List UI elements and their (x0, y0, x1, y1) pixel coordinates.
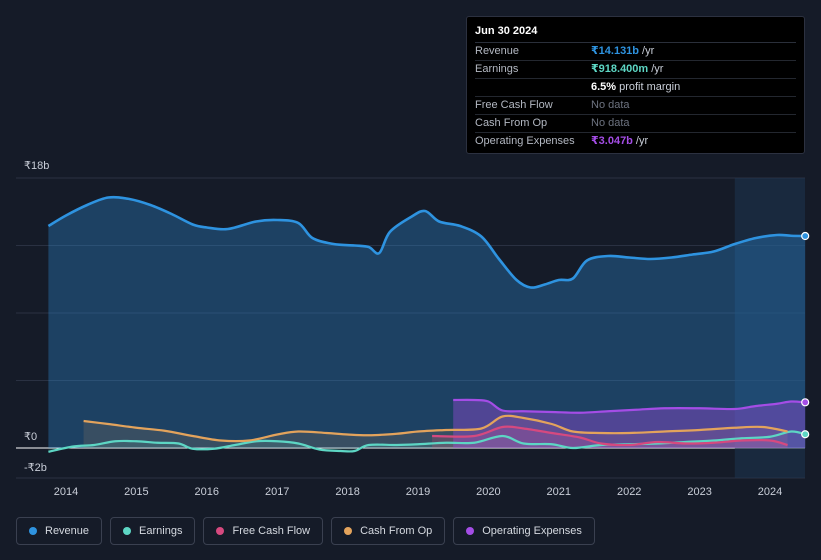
revenue-end-marker (801, 231, 810, 241)
tooltip-date: Jun 30 2024 (475, 23, 796, 43)
earnings-end-marker (801, 430, 810, 439)
tooltip-value: ₹3.047b/yr (591, 133, 648, 150)
revenue-line (47, 195, 806, 289)
revenue-value: ₹14.131b (591, 45, 640, 57)
tooltip-row-margin: 6.5% profit margin (475, 79, 796, 97)
unit: profit margin (619, 81, 681, 93)
operating-expenses-dot-icon (466, 527, 475, 535)
legend-item-revenue[interactable]: Revenue (16, 517, 103, 545)
unit: /yr (642, 45, 655, 57)
free-cash-flow-line (432, 425, 788, 447)
tooltip-panel: Jun 30 2024 Revenue ₹14.131b/yr Earnings… (466, 16, 805, 154)
cash-from-op-line (83, 414, 788, 443)
x-tick-label: 2020 (476, 486, 500, 498)
x-tick-label: 2017 (265, 486, 289, 498)
unit: /yr (635, 135, 649, 147)
tooltip-label: Cash From Op (475, 117, 548, 129)
y-tick-label: -₹2b (24, 462, 47, 474)
tooltip-row-cash-from-op: Cash From Op No data (475, 115, 796, 133)
series-end-markers (801, 231, 810, 439)
x-tick-label: 2022 (617, 486, 641, 498)
operating-expenses-end-marker (801, 398, 810, 407)
free-cash-flow-dot-icon (216, 527, 225, 535)
chart: ₹18b ₹0 -₹2b 2014 2015 2016 2017 2018 2019 2020 20… (16, 160, 810, 498)
tooltip-value: ₹14.131b/yr (591, 43, 654, 60)
legend-label: Free Cash Flow (232, 525, 311, 537)
cash-from-op-dot-icon (344, 527, 353, 535)
legend-label: Revenue (45, 525, 90, 537)
x-tick-label: 2014 (54, 486, 78, 498)
x-tick-label: 2016 (195, 486, 219, 498)
tooltip-row-free-cash-flow: Free Cash Flow No data (475, 97, 796, 115)
legend-item-operating-expenses[interactable]: Operating Expenses (453, 517, 595, 545)
x-tick-label: 2018 (335, 486, 359, 498)
tooltip-row-revenue: Revenue ₹14.131b/yr (475, 43, 796, 61)
tooltip-row-earnings: Earnings ₹918.400m/yr (475, 61, 796, 79)
operating-expenses-line (453, 398, 806, 414)
tooltip-value: 6.5% profit margin (591, 79, 680, 96)
tooltip-label: Operating Expenses (475, 135, 575, 147)
cash-from-op-value: No data (591, 117, 630, 129)
y-tick-label: ₹18b (24, 160, 49, 172)
series-lines (47, 195, 806, 453)
tooltip-label: Earnings (475, 63, 519, 75)
axis-labels: ₹18b ₹0 -₹2b 2014 2015 2016 2017 2018 2019 2020 20… (24, 160, 782, 498)
tooltip-label: Free Cash Flow (475, 99, 553, 111)
x-tick-label: 2024 (758, 486, 782, 498)
legend-label: Cash From Op (360, 525, 433, 537)
tooltip-value: ₹918.400m/yr (591, 61, 663, 78)
revenue-dot-icon (29, 527, 37, 535)
operating-expenses-value: ₹3.047b (591, 135, 633, 147)
legend-item-earnings[interactable]: Earnings (110, 517, 196, 545)
earnings-area (48, 431, 806, 452)
unit: /yr (651, 63, 664, 75)
earnings-value: ₹918.400m (591, 63, 649, 75)
grid (16, 177, 805, 479)
legend: Revenue Earnings Free Cash Flow Cash Fro… (16, 517, 595, 545)
legend-item-free-cash-flow[interactable]: Free Cash Flow (203, 517, 324, 545)
profit-margin-value: 6.5% (591, 81, 617, 93)
y-tick-label: ₹0 (24, 431, 37, 443)
revenue-area (48, 197, 806, 448)
x-tick-label: 2015 (124, 486, 148, 498)
legend-item-cash-from-op[interactable]: Cash From Op (331, 517, 446, 545)
tooltip-row-operating-expenses: Operating Expenses ₹3.047b/yr (475, 133, 796, 150)
x-tick-label: 2021 (547, 486, 571, 498)
tooltip-label (475, 79, 591, 96)
free-cash-flow-value: No data (591, 99, 630, 111)
series-areas (48, 197, 806, 452)
earnings-dot-icon (123, 527, 132, 535)
legend-label: Operating Expenses (482, 525, 582, 537)
legend-label: Earnings (139, 525, 183, 537)
tooltip-label: Revenue (475, 45, 520, 57)
x-tick-label: 2019 (406, 486, 430, 498)
x-tick-label: 2023 (687, 486, 711, 498)
